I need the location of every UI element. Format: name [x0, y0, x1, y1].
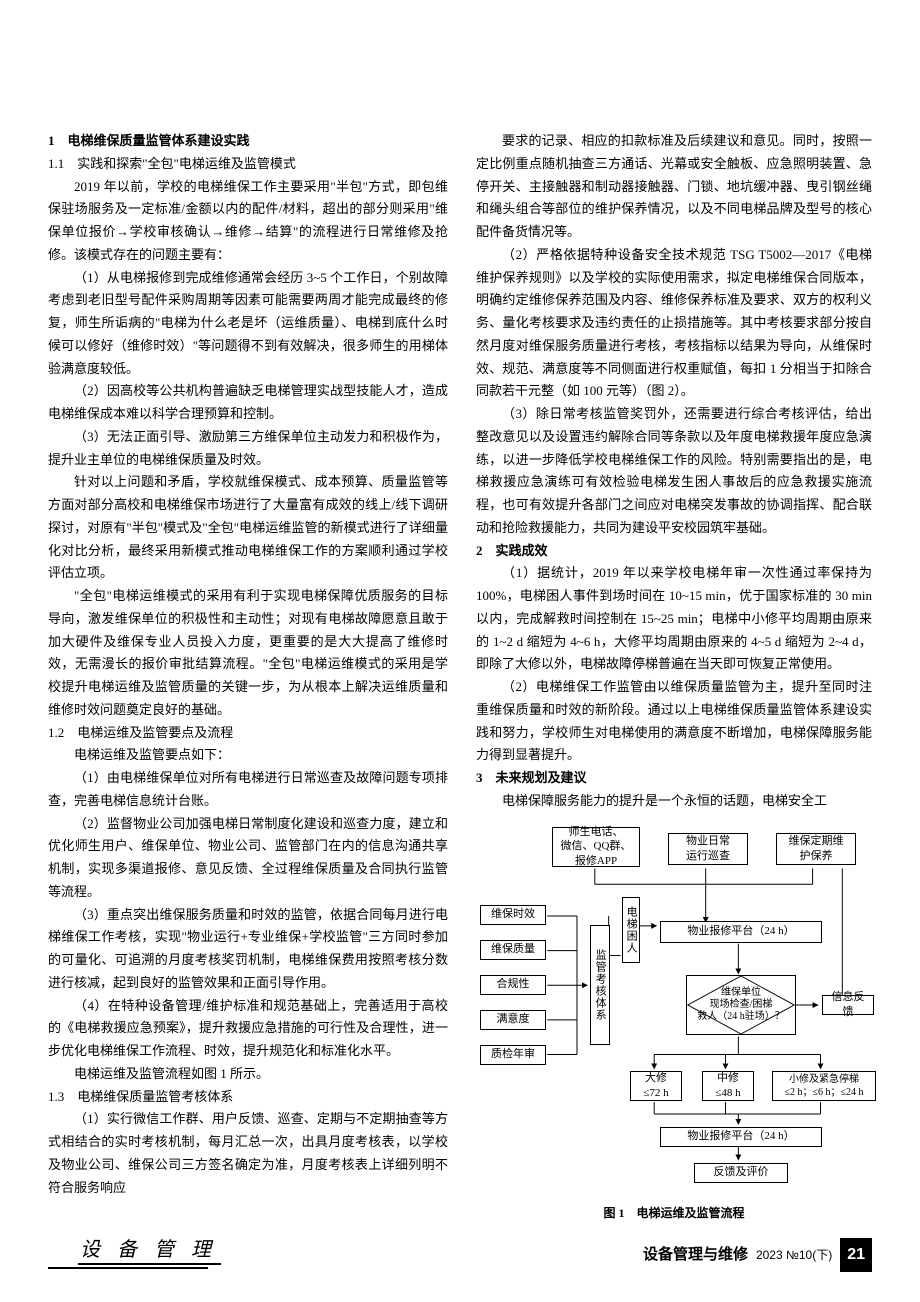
- paragraph: 电梯保障服务能力的提升是一个永恒的话题，电梯安全工: [476, 790, 872, 813]
- node-satisfaction: 满意度: [480, 1010, 546, 1030]
- paragraph: 2019 年以前，学校的电梯维保工作主要采用"半包"方式，即包维保驻场服务及一定…: [48, 176, 448, 267]
- paragraph: （1）据统计，2019 年以来学校电梯年审一次性通过率保持为 100%，电梯困人…: [476, 562, 872, 676]
- left-column: 1 电梯维保质量监管体系建设实践 1.1 实践和探索"全包"电梯运维及监管模式 …: [48, 130, 448, 1224]
- heading-1-1: 1.1 实践和探索"全包"电梯运维及监管模式: [48, 153, 448, 176]
- paragraph: （2）电梯维保工作监管由以维保质量监管为主，提升至同时注重维保质量和时效的新阶段…: [476, 676, 872, 767]
- heading-2: 2 实践成效: [476, 540, 872, 563]
- node-decision-label: 维保单位 现场检查/困梯 救人（24 h驻场）？: [697, 987, 785, 1023]
- figure-1: 师生电话、 微信、QQ群、 报修APP 物业日常 运行巡查 维保定期维 护保养 …: [476, 825, 872, 1224]
- paragraph: 电梯运维及监管要点如下：: [48, 744, 448, 767]
- node-maintenance: 维保定期维 护保养: [776, 833, 856, 865]
- node-minor-repair: 小修及紧急停梯 ≤2 h；≤6 h；≤24 h: [772, 1071, 876, 1101]
- heading-1-2: 1.2 电梯运维及监管要点及流程: [48, 722, 448, 745]
- node-timeliness: 维保时效: [480, 905, 546, 925]
- paragraph: （3）重点突出维保服务质量和时效的监管，依据合同每月进行电梯维保工作考核，实现"…: [48, 904, 448, 995]
- node-major-repair: 大修 ≤72 h: [630, 1071, 682, 1101]
- flowchart: 师生电话、 微信、QQ群、 报修APP 物业日常 运行巡查 维保定期维 护保养 …: [476, 825, 872, 1195]
- paragraph: （1）由电梯维保单位对所有电梯进行日常巡查及故障问题专项排查，完善电梯信息统计台…: [48, 767, 448, 813]
- paragraph: 针对以上问题和矛盾，学校就维保模式、成本预算、质量监管等方面对部分高校和电梯维保…: [48, 471, 448, 585]
- paragraph: 电梯运维及监管流程如图 1 所示。: [48, 1063, 448, 1086]
- node-compliance: 合规性: [480, 975, 546, 995]
- heading-1: 1 电梯维保质量监管体系建设实践: [48, 130, 448, 153]
- node-info-feedback: 信息反馈: [822, 995, 874, 1015]
- two-column-layout: 1 电梯维保质量监管体系建设实践 1.1 实践和探索"全包"电梯运维及监管模式 …: [48, 130, 872, 1224]
- node-supervision-system: 监管考核体系: [590, 925, 610, 1045]
- node-feedback-eval: 反馈及评价: [694, 1163, 788, 1183]
- node-trapped-person: 电梯困人: [622, 897, 640, 963]
- node-inspection: 质检年审: [480, 1045, 546, 1065]
- heading-3: 3 未来规划及建议: [476, 767, 872, 790]
- page-footer: 设 备 管 理 设备管理与维修 2023 №10(下) 21: [0, 1236, 920, 1272]
- paragraph: （3）无法正面引导、激励第三方维保单位主动发力和积极作为，提升业主单位的电梯维保…: [48, 426, 448, 472]
- paragraph: （2）监督物业公司加强电梯日常制度化建设和巡查力度，建立和优化师生用户、维保单位…: [48, 813, 448, 904]
- paragraph: （4）在特种设备管理/维护标准和规范基础上，完善适用于高校的《电梯救援应急预案》…: [48, 995, 448, 1063]
- page-number: 21: [840, 1238, 872, 1272]
- footer-section-text: 设 备 管 理: [78, 1239, 221, 1265]
- node-medium-repair: 中修 ≤48 h: [702, 1071, 754, 1101]
- node-property-inspection: 物业日常 运行巡查: [668, 833, 748, 865]
- right-column: 要求的记录、相应的扣款标准及后续建议和意见。同时，按照一定比例重点随机抽查三方通…: [476, 130, 872, 1224]
- footer-journal: 设备管理与维修: [643, 1242, 748, 1268]
- paragraph: （2）严格依据特种设备安全技术规范 TSG T5002—2017《电梯维护保养规…: [476, 244, 872, 403]
- footer-right: 设备管理与维修 2023 №10(下) 21: [643, 1238, 872, 1272]
- footer-issue: 2023 №10(下): [756, 1245, 832, 1266]
- paragraph: （1）实行微信工作群、用户反馈、巡查、定期与不定期抽查等方式相结合的实时考核机制…: [48, 1108, 448, 1199]
- paragraph: "全包"电梯运维模式的采用有利于实现电梯保障优质服务的目标导向，激发维保单位的积…: [48, 585, 448, 722]
- footer-section: 设 备 管 理: [78, 1233, 221, 1268]
- node-platform-2: 物业报修平台（24 h）: [660, 1127, 822, 1147]
- heading-1-3: 1.3 电梯维保质量监管考核体系: [48, 1086, 448, 1109]
- figure-caption: 图 1 电梯运维及监管流程: [476, 1203, 872, 1224]
- paragraph: 要求的记录、相应的扣款标准及后续建议和意见。同时，按照一定比例重点随机抽查三方通…: [476, 130, 872, 244]
- paragraph: （3）除日常考核监管奖罚外，还需要进行综合考核评估，给出整改意见以及设置违约解除…: [476, 403, 872, 540]
- node-decision: 维保单位 现场检查/困梯 救人（24 h驻场）？: [686, 975, 796, 1035]
- paragraph: （1）从电梯报修到完成维修通常会经历 3~5 个工作日，个别故障考虑到老旧型号配…: [48, 267, 448, 381]
- node-quality: 维保质量: [480, 940, 546, 960]
- node-platform-1: 物业报修平台（24 h）: [660, 921, 822, 943]
- node-report-channels: 师生电话、 微信、QQ群、 报修APP: [552, 827, 640, 867]
- paragraph: （2）因高校等公共机构普遍缺乏电梯管理实战型技能人才，造成电梯维保成本难以科学合…: [48, 380, 448, 426]
